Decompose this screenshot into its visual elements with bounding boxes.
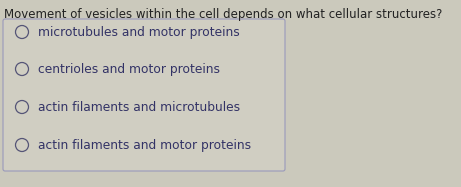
Text: actin filaments and motor proteins: actin filaments and motor proteins <box>38 139 251 151</box>
Text: microtubules and motor proteins: microtubules and motor proteins <box>38 25 240 39</box>
Text: Movement of vesicles within the cell depends on what cellular structures?: Movement of vesicles within the cell dep… <box>4 8 443 21</box>
FancyBboxPatch shape <box>3 19 285 171</box>
Text: centrioles and motor proteins: centrioles and motor proteins <box>38 62 220 76</box>
Text: actin filaments and microtubules: actin filaments and microtubules <box>38 100 240 114</box>
